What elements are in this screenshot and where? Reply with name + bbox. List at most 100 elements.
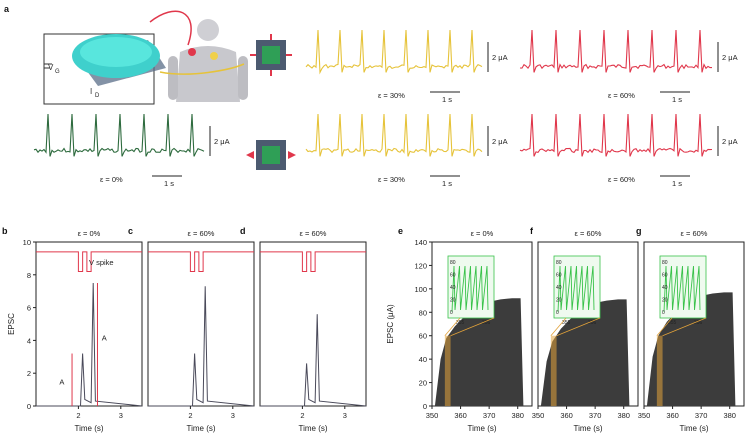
panel-title: ε = 60% [188,229,215,238]
epsc-area [434,298,524,406]
x-tick-label: 350 [638,411,651,420]
panel-g: g ε = 60% 0 20 40 60 80 355 356 350 360 370 380 Time … [636,226,745,433]
inset-x-tick: 356 [588,320,597,326]
x-axis-label: Time (s) [573,424,602,433]
inset-y-tick: 40 [450,285,456,291]
plot-frame [259,241,367,407]
x-tick-label: 2 [188,411,192,420]
inset-y-tick: 80 [556,260,562,266]
trace-line [305,113,483,157]
y-tick-label: 140 [414,238,427,247]
y-tick-label: 2 [27,369,31,378]
trace-caption: ε = 60% [608,91,635,100]
trace-line [33,113,205,157]
panel-title: ε = 60% [300,229,327,238]
circuit-v-label: V [48,63,54,72]
panel-a-letter: a [4,4,10,14]
panel-title: ε = 60% [575,229,602,238]
inset-x-tick: 355 [562,320,571,326]
inset-y-tick: 20 [662,298,668,304]
inset-connector [662,317,707,337]
x-tick-label: 3 [231,411,235,420]
highlight-window [656,335,663,406]
x-tick-label: 2 [300,411,304,420]
x-axis-label: Time (s) [74,424,103,433]
trace-caption: ε = 30% [378,91,405,100]
amp-scale-label: 2 μA [722,53,738,62]
stretch-device-top [250,34,292,76]
y-tick-label: 10 [23,238,31,247]
circuit-i-label: I [90,87,92,96]
body-illustration [149,10,248,102]
x-tick-label: 380 [617,411,630,420]
trace-line [519,113,713,157]
amp-scale-label: 2 μA [214,137,230,146]
x-tick-label: 370 [695,411,708,420]
trace-caption: ε = 30% [378,175,405,184]
epsc-area [540,299,630,406]
y-tick-label: 40 [419,355,427,364]
panel-b-annotations: V spike A A [59,258,114,406]
a1-label: A [59,378,64,387]
inset-trace [451,265,489,313]
y-axis-label: EPSC (μA) [386,304,395,344]
trace-red-bottom: 2 μA 1 s ε = 60% [519,113,738,188]
y-tick-label: 60 [419,332,427,341]
epsc-series-line [36,282,143,407]
panel-title: ε = 60% [681,229,708,238]
inset-y-tick: 80 [450,260,456,266]
x-tick-label: 2 [76,411,80,420]
panel-letter: e [398,226,403,236]
vg-spike-line [148,251,254,273]
panel-letter: d [240,226,246,236]
x-tick-label: 360 [560,411,573,420]
panel-title: ε = 0% [471,229,494,238]
x-tick-label: 360 [666,411,679,420]
inset-connector [556,317,601,337]
panel-letter: f [530,226,534,236]
trace-caption: ε = 60% [608,175,635,184]
inset: 0 20 40 60 80 355 356 [659,255,707,326]
inset-y-tick: 20 [450,298,456,304]
panel-letter: c [128,226,133,236]
epsc-series-line [148,286,255,407]
x-tick-label: 360 [454,411,467,420]
ecg-traces: 2 μA 1 s ε = 0% 2 μA 1 s ε = 30% 2 μA 1 s ε = 60… [33,29,738,188]
time-scale-label: 1 s [672,179,682,188]
amp-scale-label: 2 μA [492,53,508,62]
x-tick-label: 3 [343,411,347,420]
inset-y-tick: 60 [556,273,562,279]
vg-spike-line [260,251,366,273]
inset: 0 20 40 60 80 355 356 [553,255,601,326]
x-tick-label: 350 [532,411,545,420]
inset-y-tick: 80 [662,260,668,266]
inset-y-tick: 0 [556,310,559,316]
inset-y-tick: 20 [556,298,562,304]
trace-line [519,29,712,73]
panel-e: e ε = 0% 0 20 40 60 80 355 356 350 360 370 380 Time (… [386,226,533,433]
y-tick-label: 0 [423,402,427,411]
device-circuit: V G I D [43,33,166,105]
vg-spike-label: V spike [89,258,114,267]
y-tick-label: 0 [27,402,31,411]
y-tick-label: 100 [414,285,427,294]
inset-connector [444,317,461,336]
circuit-i-sub: D [95,93,100,99]
time-scale-label: 1 s [164,179,174,188]
inset-trace [557,265,595,313]
x-tick-label: 370 [483,411,496,420]
inset-y-tick: 60 [662,273,668,279]
inset-y-tick: 60 [450,273,456,279]
trace-yellow-bottom: 2 μA 1 s ε = 30% [305,113,508,188]
y-tick-label: 120 [414,261,427,270]
trace-line [305,29,483,75]
epsc-area [646,292,736,406]
amp-scale-label: 2 μA [492,137,508,146]
y-tick-label: 20 [419,379,427,388]
plot-frame [147,241,255,407]
x-tick-label: 380 [723,411,736,420]
y-axis-label: EPSC [7,313,16,335]
trace-caption: ε = 0% [100,175,123,184]
time-scale-label: 1 s [672,95,682,104]
vg-spike-line [36,251,142,273]
